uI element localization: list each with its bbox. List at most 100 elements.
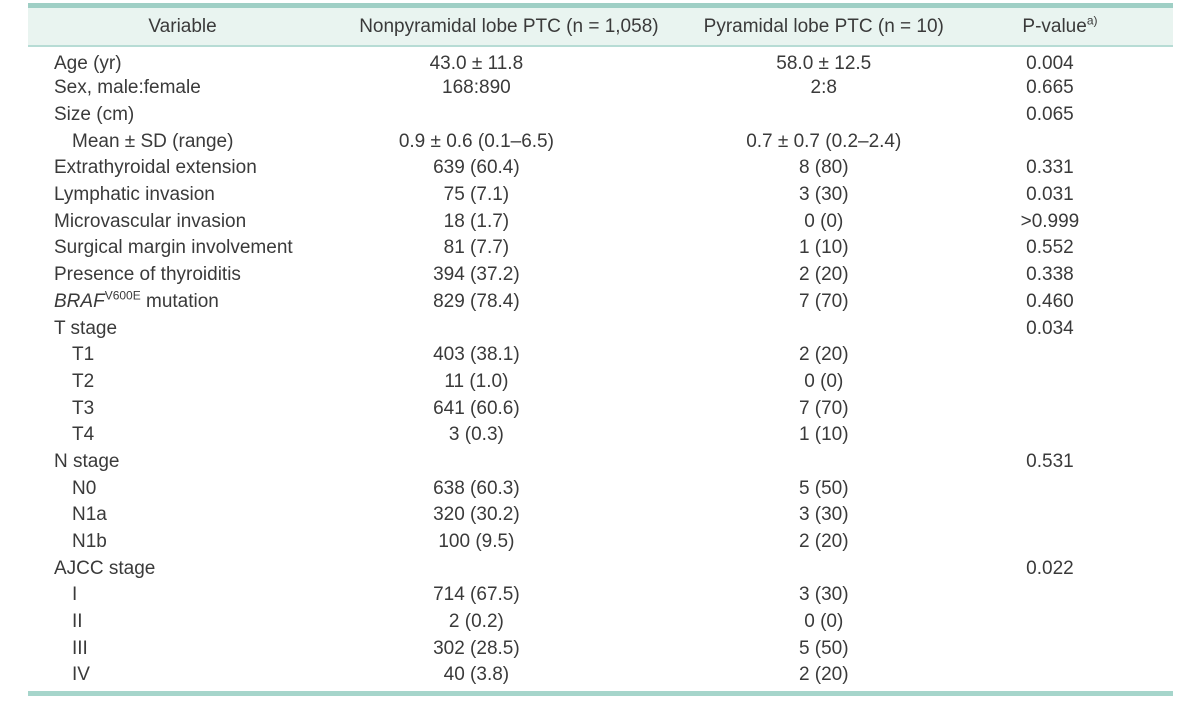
cell-pyramidal: 3 (30) — [798, 584, 849, 606]
table-row: T3 641 (60.6) 7 (70) — [28, 395, 1173, 422]
cell-nonpyramidal — [337, 315, 681, 342]
cell-pvalue — [967, 128, 1173, 155]
cell-nonpyramidal — [337, 449, 681, 476]
cell-nonpyramidal: 394 (37.2) — [433, 264, 520, 286]
cell-pyramidal — [681, 555, 967, 582]
column-header-variable: Variable — [28, 8, 338, 47]
cell-pvalue: 0.065 — [1026, 104, 1074, 126]
cell-pyramidal: 5 (50) — [798, 477, 849, 499]
table-row: T stage 0.034 — [28, 315, 1173, 342]
cell-pvalue — [967, 342, 1173, 369]
cell-pvalue: 0.004 — [1026, 53, 1074, 74]
cell-nonpyramidal: 43.0 ± 11.8 — [429, 53, 524, 74]
cell-pyramidal: 2 (20) — [798, 264, 849, 286]
table-row: Sex, male:female 168:890 2:8 0.665 — [28, 75, 1173, 102]
pvalue-footnote-marker: a) — [1086, 13, 1098, 28]
header-row: Variable Nonpyramidal lobe PTC (n = 1,05… — [28, 8, 1173, 47]
pvalue-header-label: P-value — [1022, 15, 1087, 37]
cell-variable: T1 — [72, 344, 95, 366]
cell-pyramidal: 2 (20) — [798, 531, 849, 553]
cell-pvalue — [967, 662, 1173, 689]
cell-pvalue — [967, 502, 1173, 529]
cell-pvalue: >0.999 — [1020, 210, 1080, 232]
cell-variable: Sex, male:female — [54, 77, 201, 99]
cell-pyramidal: 5 (50) — [798, 637, 849, 659]
cell-nonpyramidal: 75 (7.1) — [443, 184, 510, 206]
cell-pyramidal: 2:8 — [810, 77, 837, 99]
table-row: Mean ± SD (range) 0.9 ± 0.6 (0.1–6.5) 0.7 … — [28, 128, 1173, 155]
cell-nonpyramidal: 639 (60.4) — [433, 157, 520, 179]
cell-variable: T4 — [72, 424, 95, 446]
cell-variable: IV — [72, 664, 90, 686]
cell-pvalue — [967, 475, 1173, 502]
cell-nonpyramidal — [337, 102, 681, 129]
cell-pyramidal — [681, 315, 967, 342]
table-row: Lymphatic invasion 75 (7.1) 3 (30) 0.031 — [28, 182, 1173, 209]
table-row: I 714 (67.5) 3 (30) — [28, 582, 1173, 609]
table-row: N stage 0.531 — [28, 449, 1173, 476]
cell-nonpyramidal: 18 (1.7) — [443, 210, 510, 232]
cell-pvalue: 0.531 — [1026, 450, 1074, 472]
table-header: Variable Nonpyramidal lobe PTC (n = 1,05… — [28, 8, 1173, 47]
cell-variable: Surgical margin involvement — [54, 237, 293, 259]
cell-pvalue — [967, 395, 1173, 422]
table-row: T2 11 (1.0) 0 (0) — [28, 369, 1173, 396]
cell-pyramidal: 2 (20) — [798, 664, 849, 686]
cell-pyramidal: 7 (70) — [798, 290, 849, 312]
table-row: BRAFV600E mutation 829 (78.4) 7 (70) 0.460 — [28, 289, 1173, 316]
variable-text: mutation — [140, 290, 219, 312]
table-row: Microvascular invasion 18 (1.7) 0 (0) >0.99… — [28, 208, 1173, 235]
table-bottom-rule — [28, 690, 1173, 696]
cell-pyramidal — [681, 102, 967, 129]
cell-pvalue: 0.331 — [1026, 157, 1074, 179]
cell-pyramidal: 0.7 ± 0.7 (0.2–2.4) — [746, 130, 902, 152]
cell-nonpyramidal: 320 (30.2) — [433, 504, 520, 526]
table-row: N1b 100 (9.5) 2 (20) — [28, 529, 1173, 556]
cell-variable: N stage — [54, 450, 120, 472]
table-row: N1a 320 (30.2) 3 (30) — [28, 502, 1173, 529]
cell-pyramidal: 7 (70) — [798, 397, 849, 419]
cell-nonpyramidal: 11 (1.0) — [444, 370, 509, 392]
cell-pvalue — [967, 609, 1173, 636]
table-row: T1 403 (38.1) 2 (20) — [28, 342, 1173, 369]
cell-nonpyramidal: 0.9 ± 0.6 (0.1–6.5) — [398, 130, 554, 152]
cell-pvalue — [967, 635, 1173, 662]
cell-variable: T stage — [54, 317, 118, 339]
table-top-rule — [28, 3, 1173, 8]
cell-nonpyramidal: 641 (60.6) — [433, 397, 520, 419]
table-row: IV 40 (3.8) 2 (20) — [28, 662, 1173, 689]
column-header-pvalue: P-valuea) — [966, 8, 1173, 47]
cell-variable: II — [72, 611, 83, 633]
cell-pyramidal — [681, 449, 967, 476]
cell-variable: T2 — [72, 370, 95, 392]
cell-variable: I — [72, 584, 78, 606]
cell-variable: Presence of thyroiditis — [54, 264, 241, 286]
cell-variable: Extrathyroidal extension — [54, 157, 257, 179]
cell-variable: N1b — [72, 531, 107, 553]
cell-pvalue: 0.338 — [1026, 264, 1074, 286]
cell-pvalue — [967, 582, 1173, 609]
cell-pyramidal: 1 (10) — [798, 424, 849, 446]
cell-nonpyramidal: 302 (28.5) — [433, 637, 520, 659]
cell-nonpyramidal: 81 (7.7) — [443, 237, 510, 259]
cell-pyramidal: 0 (0) — [804, 210, 844, 232]
cell-pvalue — [967, 422, 1173, 449]
cell-pvalue: 0.034 — [1026, 317, 1074, 339]
table-row: III 302 (28.5) 5 (50) — [28, 635, 1173, 662]
cell-pvalue — [967, 529, 1173, 556]
cell-nonpyramidal: 403 (38.1) — [433, 344, 520, 366]
cell-variable: Microvascular invasion — [54, 210, 247, 232]
comparison-table-container: Variable Nonpyramidal lobe PTC (n = 1,05… — [28, 3, 1173, 696]
cell-variable: N0 — [72, 477, 97, 499]
cell-pvalue — [967, 369, 1173, 396]
variable-text: BRAF — [54, 290, 105, 312]
cell-pvalue: 0.552 — [1026, 237, 1074, 259]
table-body: Age (yr) 43.0 ± 11.8 58.0 ± 12.5 0.004 Sex, … — [28, 46, 1173, 689]
table-row: T4 3 (0.3) 1 (10) — [28, 422, 1173, 449]
cell-nonpyramidal: 2 (0.2) — [448, 611, 504, 633]
cell-pyramidal: 2 (20) — [798, 344, 849, 366]
cell-pvalue: 0.665 — [1026, 77, 1074, 99]
cell-nonpyramidal: 714 (67.5) — [433, 584, 520, 606]
cell-variable: Age (yr) — [54, 53, 122, 74]
table-row: Size (cm) 0.065 — [28, 102, 1173, 129]
